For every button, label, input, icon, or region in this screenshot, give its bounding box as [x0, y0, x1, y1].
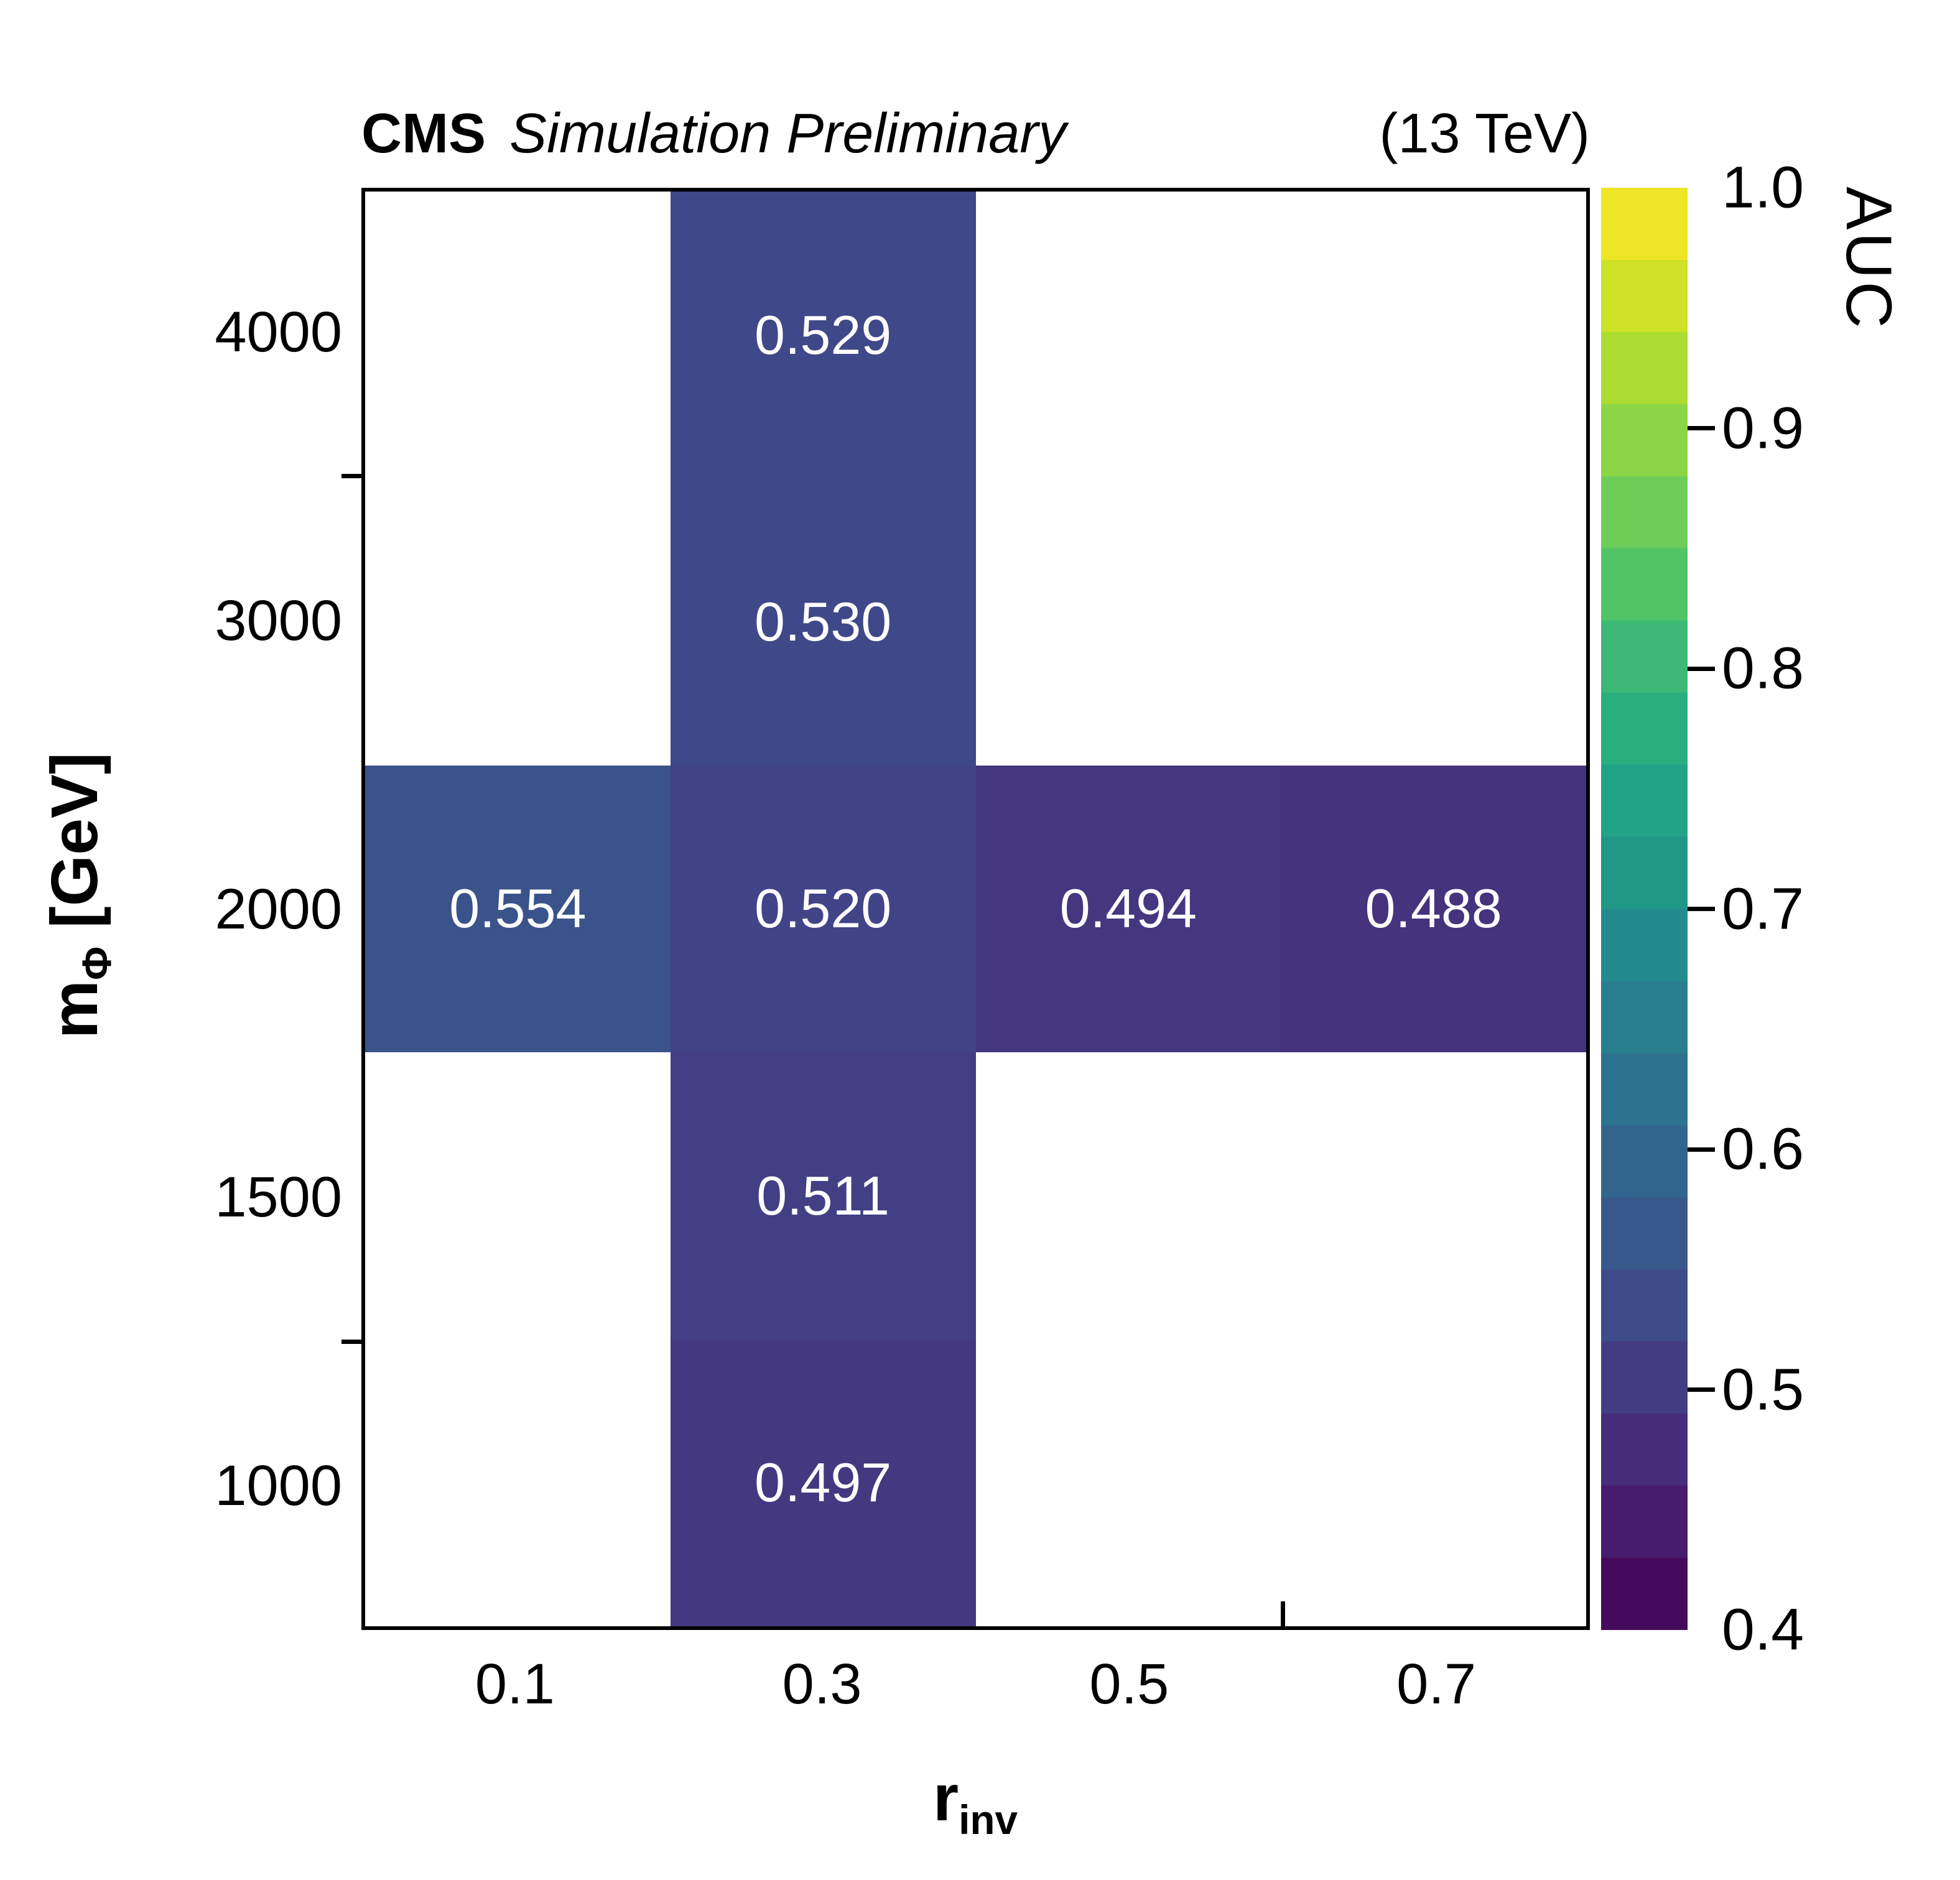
- colorbar-title: AUC: [1832, 187, 1905, 331]
- colorbar-tick-label: 0.8: [1722, 635, 1804, 702]
- colorbar-tick: [1688, 426, 1715, 430]
- x-axis-title-sub: inv: [959, 1797, 1018, 1843]
- colorbar-tick: [1688, 907, 1715, 911]
- colorbar-gradient: [1601, 188, 1688, 1630]
- x-axis-title: rinv: [933, 1765, 1018, 1841]
- colorbar-tick: [1688, 1387, 1715, 1392]
- heatmap-cell: 0.554: [365, 765, 671, 1053]
- heatmap-cell: 0.529: [670, 192, 976, 479]
- heatmap-cell-value: 0.529: [755, 303, 892, 366]
- experiment-label: CMS: [361, 103, 486, 165]
- heatmap-cell-value: 0.494: [1059, 877, 1197, 940]
- heatmap-cell-value: 0.530: [755, 591, 892, 653]
- figure-header: CMS Simulation Preliminary (13 TeV): [361, 106, 1590, 162]
- x-axis-tick: [1281, 1601, 1285, 1627]
- energy-label: (13 TeV): [1379, 103, 1590, 165]
- colorbar-tick-label: 0.4: [1722, 1596, 1804, 1663]
- heatmap-plot: 0.529 0.530 0.554 0.520 0.494 0.488 0.511 0.497: [361, 188, 1590, 1630]
- heatmap-cell: 0.511: [670, 1052, 976, 1340]
- y-axis-tick: [341, 1340, 362, 1344]
- x-axis-tick-label: 0.5: [1089, 1652, 1169, 1716]
- colorbar-tick-label: 0.7: [1722, 876, 1804, 942]
- x-axis-tick-label: 0.7: [1396, 1652, 1477, 1716]
- colorbar-tick: [1688, 666, 1715, 671]
- y-axis-title-main: m: [38, 979, 112, 1039]
- colorbar-tick-label: 0.6: [1722, 1116, 1804, 1182]
- colorbar-tick-label: 0.9: [1722, 395, 1804, 461]
- x-axis-tick-label: 0.1: [475, 1652, 555, 1716]
- heatmap-cell-value: 0.554: [449, 877, 587, 940]
- y-axis-tick-label: 1500: [215, 1165, 342, 1229]
- x-axis-title-main: r: [932, 1761, 959, 1835]
- heatmap-cell-value: 0.511: [756, 1164, 889, 1226]
- heatmap-cells: 0.529 0.530 0.554 0.520 0.494 0.488 0.511 0.497: [365, 192, 1586, 1626]
- simulation-preliminary-label: Simulation Preliminary: [509, 103, 1067, 165]
- heatmap-cell: 0.488: [1281, 765, 1586, 1053]
- x-axis-tick-label: 0.3: [782, 1652, 862, 1716]
- y-axis-tick-label: 1000: [215, 1454, 342, 1518]
- y-axis-title-sub: Φ: [74, 946, 120, 980]
- heatmap-cell-value: 0.488: [1365, 877, 1502, 940]
- y-axis-tick: [341, 474, 362, 478]
- heatmap-cell-value: 0.497: [755, 1452, 892, 1514]
- colorbar-tick: [1688, 1147, 1715, 1152]
- y-axis-tick-label: 4000: [215, 300, 342, 364]
- y-axis-tick-label: 3000: [215, 588, 342, 652]
- colorbar-tick-label: 0.5: [1722, 1356, 1804, 1422]
- heatmap-cell-value: 0.520: [755, 877, 892, 940]
- figure-title: CMS Simulation Preliminary: [361, 106, 1066, 162]
- y-axis-tick-label: 2000: [215, 877, 342, 941]
- heatmap-cell: 0.494: [975, 765, 1281, 1053]
- heatmap-cell: 0.520: [670, 765, 976, 1053]
- heatmap-cell: 0.530: [670, 478, 976, 766]
- heatmap-cell: 0.497: [670, 1339, 976, 1626]
- colorbar-tick-label: 1.0: [1722, 154, 1804, 221]
